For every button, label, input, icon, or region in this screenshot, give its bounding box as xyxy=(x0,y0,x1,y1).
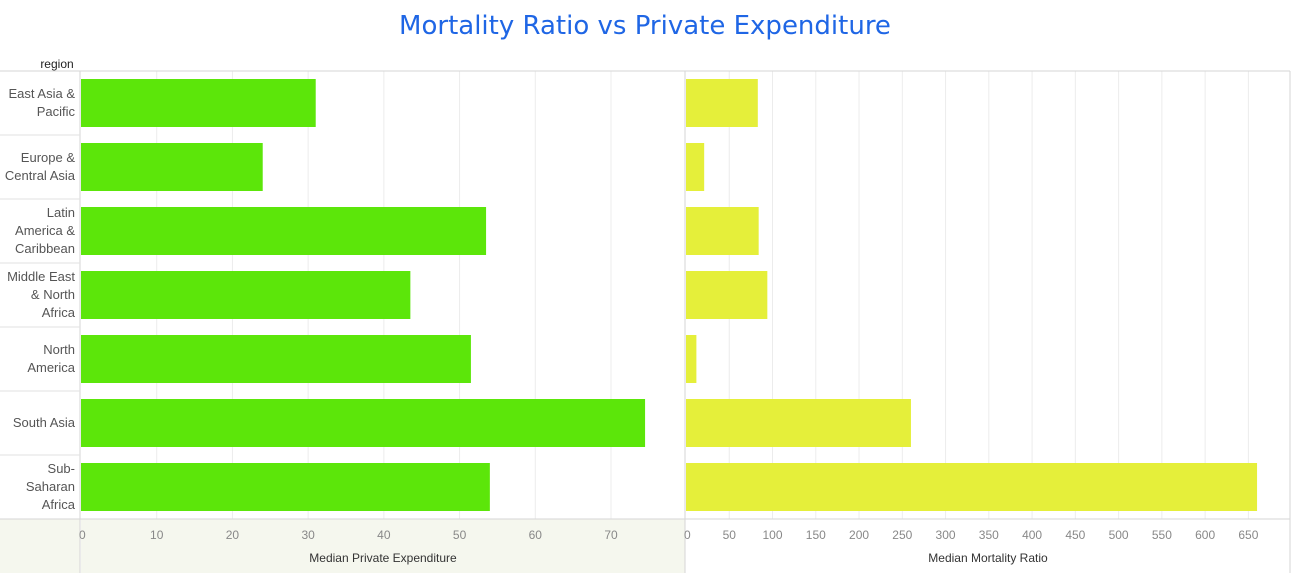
x-tick-label: 0 xyxy=(79,528,86,542)
bar[interactable] xyxy=(686,79,758,127)
category-label: Africa xyxy=(42,497,76,512)
bar[interactable] xyxy=(81,399,646,447)
x-tick-label: 250 xyxy=(892,528,912,542)
x-tick-label: 500 xyxy=(1109,528,1129,542)
category-label: & North xyxy=(31,287,75,302)
x-tick-label: 100 xyxy=(763,528,783,542)
category-label: Africa xyxy=(42,305,76,320)
category-label: Central Asia xyxy=(5,168,76,183)
x-tick-label: 450 xyxy=(1065,528,1085,542)
axes: 0 10 20 30 40 50 60 70 Median Private Expenditur… xyxy=(79,528,1259,565)
chart-title: Mortality Ratio vs Private Expenditure xyxy=(399,11,891,41)
chart-frame xyxy=(0,70,1291,573)
category-label: Europe & xyxy=(21,150,76,165)
x-axis-title: Median Mortality Ratio xyxy=(928,551,1048,565)
x-tick-label: 40 xyxy=(377,528,391,542)
category-label: America & xyxy=(15,223,75,238)
bar[interactable] xyxy=(81,79,316,127)
bars xyxy=(81,79,1258,511)
axis-panel-left-highlight xyxy=(81,519,685,573)
category-label: East Asia & xyxy=(9,86,76,101)
category-label: Saharan xyxy=(26,479,75,494)
bar[interactable] xyxy=(686,463,1258,511)
category-label: Middle East xyxy=(7,269,75,284)
x-tick-label: 350 xyxy=(979,528,999,542)
bar[interactable] xyxy=(686,335,697,383)
bar[interactable] xyxy=(81,207,487,255)
category-labels: East Asia & Pacific Europe & Central Asia La… xyxy=(0,86,80,512)
category-label: Caribbean xyxy=(15,241,75,256)
bar[interactable] xyxy=(81,463,490,511)
x-tick-label: 300 xyxy=(936,528,956,542)
x-tick-label: 10 xyxy=(150,528,164,542)
bar[interactable] xyxy=(686,271,768,319)
x-tick-label: 60 xyxy=(529,528,543,542)
x-tick-label: 600 xyxy=(1195,528,1215,542)
bar[interactable] xyxy=(686,143,705,191)
x-tick-label: 550 xyxy=(1152,528,1172,542)
x-axis-title: Median Private Expenditure xyxy=(309,551,457,565)
bar[interactable] xyxy=(81,335,471,383)
bar[interactable] xyxy=(686,207,759,255)
category-label: South Asia xyxy=(13,415,76,430)
x-tick-label: 0 xyxy=(684,528,691,542)
category-label: America xyxy=(27,360,75,375)
x-tick-label: 150 xyxy=(806,528,826,542)
x-tick-label: 70 xyxy=(604,528,618,542)
x-tick-label: 30 xyxy=(301,528,315,542)
x-tick-label: 650 xyxy=(1238,528,1258,542)
category-label: North xyxy=(43,342,75,357)
row-header: region xyxy=(40,57,73,71)
x-tick-label: 50 xyxy=(453,528,467,542)
x-tick-label: 20 xyxy=(226,528,240,542)
category-label: Latin xyxy=(47,205,75,220)
bar[interactable] xyxy=(81,143,263,191)
category-label: Pacific xyxy=(37,104,76,119)
x-tick-label: 400 xyxy=(1022,528,1042,542)
row-header-panel xyxy=(0,519,80,573)
category-label: Sub- xyxy=(48,461,75,476)
x-tick-label: 200 xyxy=(849,528,869,542)
x-tick-label: 50 xyxy=(723,528,737,542)
bar[interactable] xyxy=(81,271,411,319)
bar[interactable] xyxy=(686,399,911,447)
